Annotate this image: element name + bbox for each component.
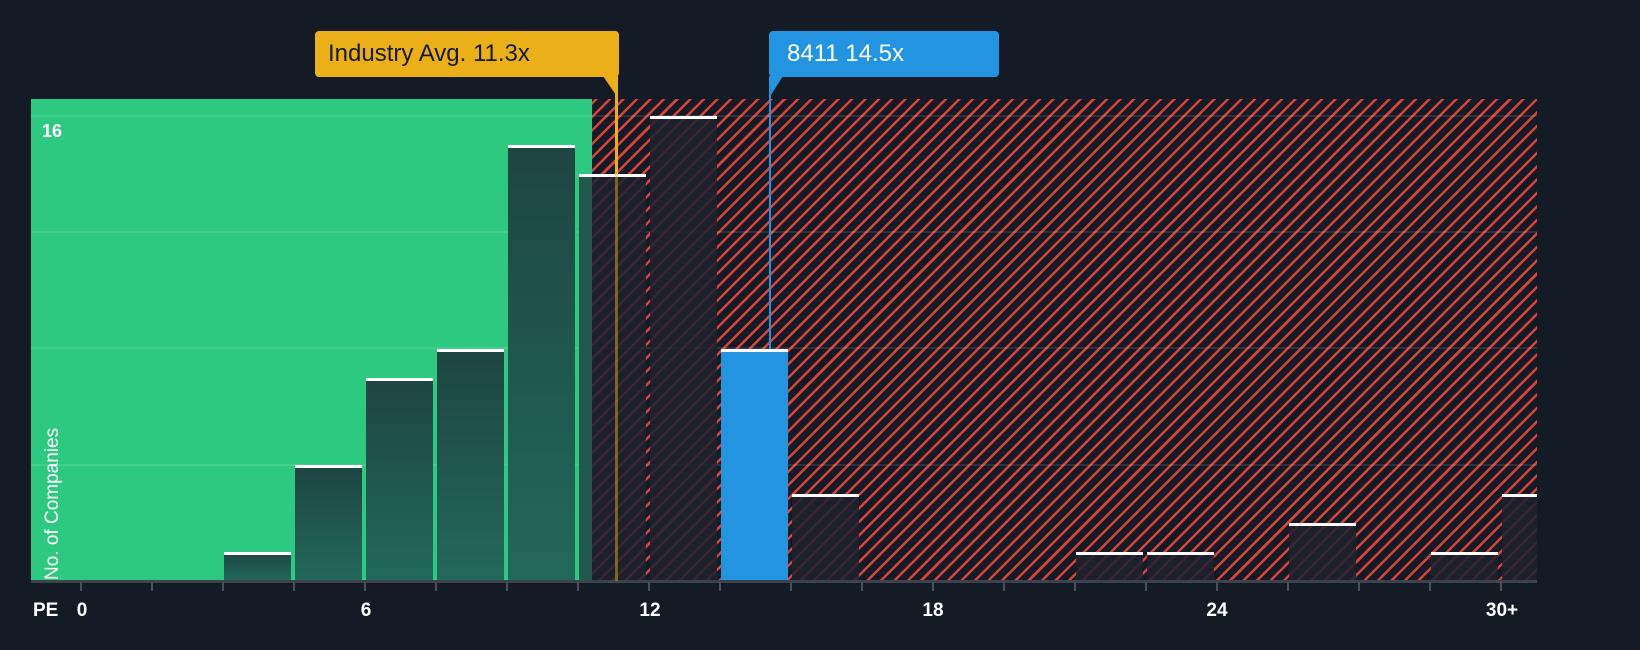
bar-fill — [1147, 551, 1214, 581]
y-axis-title: No. of Companies — [42, 427, 63, 580]
histogram-bar — [1289, 522, 1356, 581]
x-tick-mark — [1429, 582, 1431, 591]
bar-fill — [508, 145, 575, 581]
bar-fill — [792, 493, 859, 581]
bar-top-cap — [792, 493, 859, 497]
bar-fill — [1502, 493, 1537, 581]
x-axis-line — [31, 580, 1537, 583]
x-tick-label-18: 18 — [922, 600, 944, 621]
bar-top-cap — [579, 174, 646, 178]
x-tick-mark — [506, 582, 508, 591]
bar-fill — [295, 464, 362, 581]
x-tick-mark — [1500, 582, 1502, 591]
histogram-bar — [508, 145, 575, 581]
histogram-bar — [224, 551, 291, 581]
bar-top-cap — [224, 551, 291, 555]
bar-fill — [579, 174, 646, 581]
bar-top-cap — [1076, 551, 1143, 555]
x-tick-mark — [151, 582, 153, 591]
x-tick-mark — [861, 582, 863, 591]
x-tick-mark — [932, 582, 934, 591]
x-tick-mark — [577, 582, 579, 591]
x-tick-mark — [435, 582, 437, 591]
x-tick-mark — [1216, 582, 1218, 591]
bar-top-cap — [437, 348, 504, 352]
above-average-region — [592, 99, 1537, 581]
industry-average-line — [615, 77, 618, 581]
bar-top-cap — [721, 348, 788, 352]
bar-fill — [1076, 551, 1143, 581]
bar-top-cap — [295, 464, 362, 468]
x-tick-mark — [1358, 582, 1360, 591]
x-tick-mark — [80, 582, 82, 591]
histogram-bar — [1147, 551, 1214, 581]
company-callout-pointer — [769, 76, 783, 98]
x-tick-mark — [222, 582, 224, 591]
bar-fill — [1431, 551, 1498, 581]
histogram-bar — [792, 493, 859, 581]
industry-average-callout: Industry Avg. 11.3x — [315, 31, 619, 77]
bar-top-cap — [508, 145, 575, 149]
bar-top-cap — [1147, 551, 1214, 555]
bar-fill — [1289, 522, 1356, 581]
x-tick-mark — [1003, 582, 1005, 591]
company-pe-callout: 8411 14.5x — [769, 31, 999, 77]
histogram-bar — [1076, 551, 1143, 581]
bar-fill — [650, 116, 717, 581]
x-tick-mark — [364, 582, 366, 591]
x-tick-label-24: 24 — [1206, 600, 1228, 621]
y-tick-label: 16 — [42, 121, 63, 141]
x-tick-mark — [648, 582, 650, 591]
x-tick-label-0: 0 — [76, 600, 88, 621]
bar-top-cap — [1502, 493, 1537, 497]
x-tick-label-6: 6 — [360, 600, 372, 621]
x-tick-label-30-plus: 30+ — [1485, 600, 1519, 621]
x-axis-title: PE — [33, 600, 59, 621]
histogram-bar — [366, 377, 433, 581]
histogram-bar — [295, 464, 362, 581]
histogram-bar-company — [721, 348, 788, 581]
x-tick-mark — [1074, 582, 1076, 591]
histogram-bar — [437, 348, 504, 581]
bar-top-cap — [1289, 522, 1356, 526]
gridline-16 — [31, 115, 1537, 117]
x-tick-label-12: 12 — [639, 600, 661, 621]
histogram-bar — [579, 174, 646, 581]
x-tick-mark — [293, 582, 295, 591]
histogram-bar — [1502, 493, 1537, 581]
bar-top-cap — [1431, 551, 1498, 555]
bar-fill — [224, 551, 291, 581]
bar-fill — [366, 377, 433, 581]
bar-top-cap — [366, 377, 433, 381]
company-pe-line — [769, 77, 771, 349]
x-tick-mark — [1145, 582, 1147, 591]
industry-callout-pointer — [603, 76, 618, 98]
x-tick-mark — [1287, 582, 1289, 591]
bar-fill — [437, 348, 504, 581]
bar-fill — [721, 348, 788, 581]
gridline-8 — [31, 347, 1537, 349]
bar-top-cap — [650, 116, 717, 119]
histogram-bar — [650, 116, 717, 581]
x-tick-mark — [790, 582, 792, 591]
histogram-bar — [1431, 551, 1498, 581]
gridline-12 — [31, 231, 1537, 233]
x-tick-mark — [719, 582, 721, 591]
